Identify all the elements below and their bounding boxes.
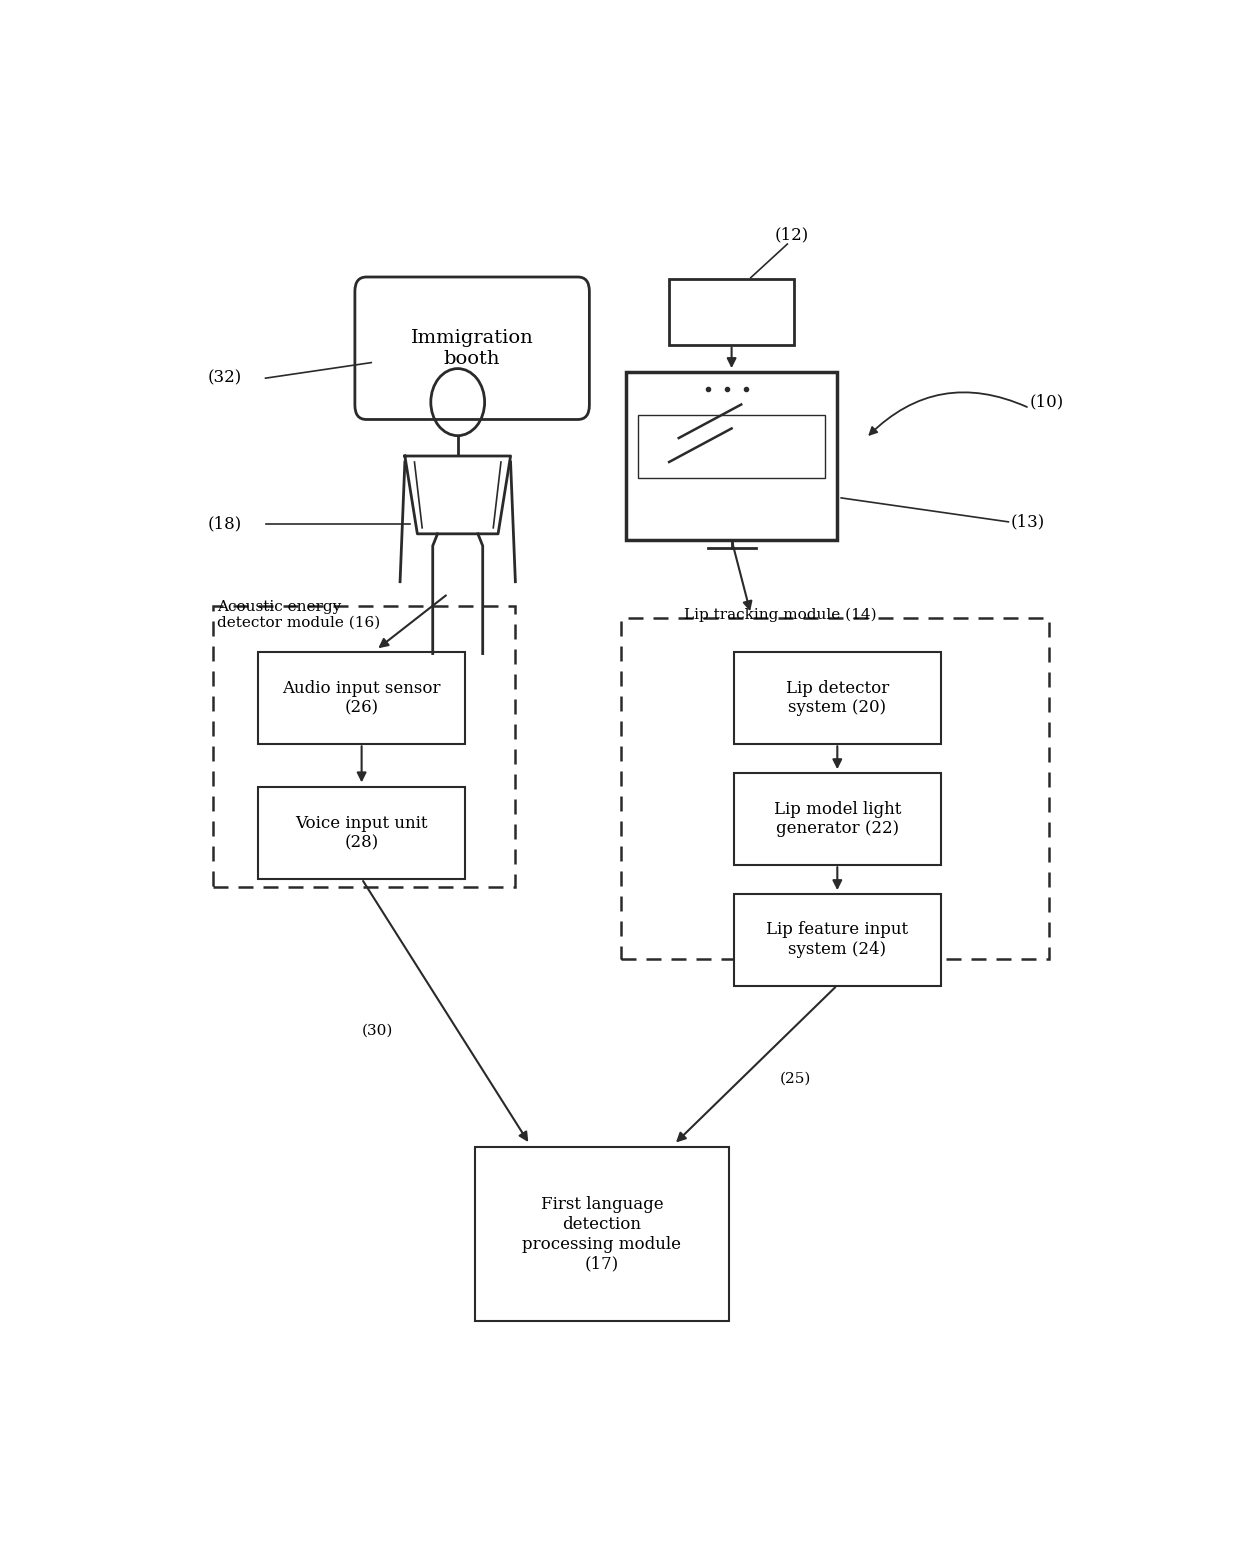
Text: (13): (13) bbox=[1011, 513, 1044, 530]
Text: (18): (18) bbox=[208, 516, 242, 533]
Text: (10): (10) bbox=[1029, 393, 1064, 411]
Text: Lip model light
generator (22): Lip model light generator (22) bbox=[774, 801, 901, 837]
Bar bbox=[670, 280, 794, 345]
Bar bbox=[621, 617, 1049, 959]
Bar bbox=[626, 372, 837, 540]
Bar bbox=[734, 894, 941, 986]
Text: Lip feature input
system (24): Lip feature input system (24) bbox=[766, 922, 909, 958]
FancyArrowPatch shape bbox=[869, 392, 1027, 435]
Text: Acoustic energy
detector module (16): Acoustic energy detector module (16) bbox=[217, 600, 381, 630]
Text: (30): (30) bbox=[362, 1023, 393, 1037]
Text: (32): (32) bbox=[208, 370, 242, 387]
Text: Lip detector
system (20): Lip detector system (20) bbox=[786, 680, 889, 717]
Bar bbox=[639, 415, 825, 477]
Text: (25): (25) bbox=[780, 1071, 811, 1085]
Bar bbox=[734, 652, 941, 743]
Bar bbox=[258, 652, 465, 743]
Bar bbox=[734, 773, 941, 865]
Text: Voice input unit
(28): Voice input unit (28) bbox=[295, 815, 428, 852]
Text: Lip tracking module (14): Lip tracking module (14) bbox=[683, 608, 877, 622]
Text: (12): (12) bbox=[775, 225, 808, 243]
Text: First language
detection
processing module
(17): First language detection processing modu… bbox=[522, 1196, 681, 1272]
Bar bbox=[475, 1148, 729, 1322]
Text: Immigration
booth: Immigration booth bbox=[410, 328, 533, 367]
FancyBboxPatch shape bbox=[355, 277, 589, 420]
Bar bbox=[258, 787, 465, 879]
Text: Audio input sensor
(26): Audio input sensor (26) bbox=[283, 680, 441, 717]
Bar bbox=[213, 606, 516, 886]
